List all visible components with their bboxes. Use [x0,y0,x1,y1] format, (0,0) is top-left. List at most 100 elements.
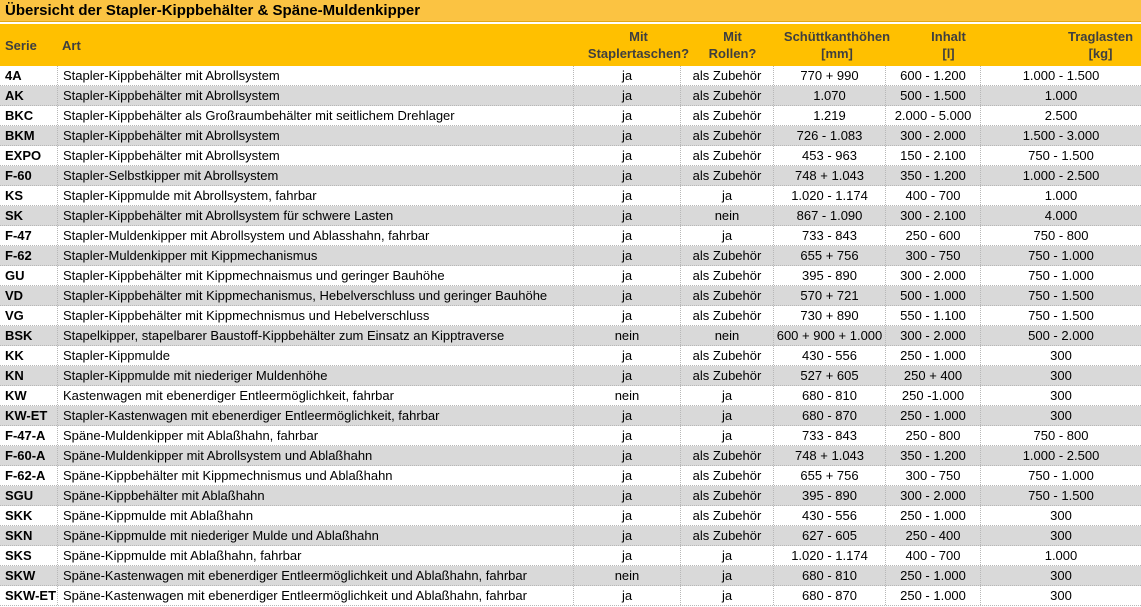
header-line-1: Inhalt [931,29,966,44]
cell-art: Späne-Kippmulde mit Ablaßhahn, fahrbar [57,546,573,565]
column-header-schuettkanthoehen: Schüttkanthöhen [mm] [781,24,893,66]
table-row: VG Stapler-Kippbehälter mit Kippmechnismu… [0,306,1141,326]
cell-staplertaschen: nein [573,386,680,405]
cell-schuettkanthoehen: 395 - 890 [773,266,885,285]
cell-schuettkanthoehen: 680 - 870 [773,406,885,425]
cell-staplertaschen: ja [573,526,680,545]
cell-serie: KK [5,348,24,363]
cell-schuettkanthoehen: 748 + 1.043 [773,446,885,465]
cell-rollen: ja [680,586,773,605]
cell-rollen: als Zubehör [680,66,773,85]
cell-schuettkanthoehen: 527 + 605 [773,366,885,385]
cell-rollen: als Zubehör [680,246,773,265]
cell-schuettkanthoehen: 770 + 990 [773,66,885,85]
cell-schuettkanthoehen: 395 - 890 [773,486,885,505]
cell-rollen: als Zubehör [680,346,773,365]
table-row: GU Stapler-Kippbehälter mit Kippmechnaism… [0,266,1141,286]
cell-serie: F-62-A [5,468,46,483]
cell-traglasten: 750 - 1.500 [980,286,1141,305]
cell-serie: F-60 [5,168,32,183]
cell-schuettkanthoehen: 655 + 756 [773,246,885,265]
cell-inhalt: 350 - 1.200 [885,446,980,465]
cell-traglasten: 300 [980,406,1141,425]
table-row: BSK Stapelkipper, stapelbarer Baustoff-Ki… [0,326,1141,346]
cell-serie: F-47 [5,228,32,243]
cell-schuettkanthoehen: 430 - 556 [773,506,885,525]
table-row: KS Stapler-Kippmulde mit Abrollsystem, fa… [0,186,1141,206]
table-row: KW-ET Stapler-Kastenwagen mit ebenerdiger… [0,406,1141,426]
table-row: 4A Stapler-Kippbehälter mit Abrollsystem j… [0,66,1141,86]
cell-schuettkanthoehen: 680 - 810 [773,566,885,585]
cell-serie: BKM [5,128,35,143]
cell-traglasten: 1.000 [980,546,1141,565]
table-row: SKN Späne-Kippmulde mit niederiger Mulde … [0,526,1141,546]
cell-serie: BSK [5,328,33,343]
cell-art: Späne-Kippmulde mit niederiger Mulde und… [57,526,573,545]
cell-rollen: nein [680,206,773,225]
cell-traglasten: 300 [980,386,1141,405]
cell-inhalt: 600 - 1.200 [885,66,980,85]
cell-staplertaschen: ja [573,146,680,165]
cell-traglasten: 750 - 800 [980,226,1141,245]
cell-art: Stapler-Kippbehälter mit Abrollsystem [57,126,573,145]
cell-inhalt: 250 - 1.000 [885,586,980,605]
header-line-1: Mit [723,29,742,44]
cell-traglasten: 1.000 - 2.500 [980,166,1141,185]
cell-traglasten: 300 [980,526,1141,545]
cell-staplertaschen: ja [573,266,680,285]
table-row: EXPO Stapler-Kippbehälter mit Abrollsyste… [0,146,1141,166]
cell-rollen: als Zubehör [680,86,773,105]
cell-staplertaschen: ja [573,506,680,525]
cell-staplertaschen: ja [573,66,680,85]
table-row: BKC Stapler-Kippbehälter als Großraumbehä… [0,106,1141,126]
cell-rollen: ja [680,406,773,425]
cell-rollen: als Zubehör [680,366,773,385]
cell-traglasten: 300 [980,366,1141,385]
cell-serie: F-60-A [5,448,46,463]
cell-rollen: als Zubehör [680,166,773,185]
cell-inhalt: 250 - 1.000 [885,566,980,585]
cell-traglasten: 300 [980,506,1141,525]
cell-schuettkanthoehen: 655 + 756 [773,466,885,485]
cell-art: Stapler-Kippbehälter mit Kippmechnismus … [57,306,573,325]
cell-schuettkanthoehen: 570 + 721 [773,286,885,305]
cell-staplertaschen: ja [573,286,680,305]
cell-art: Späne-Kastenwagen mit ebenerdiger Entlee… [57,586,573,605]
cell-art: Stapler-Kippbehälter mit Abrollsystem fü… [57,206,573,225]
cell-serie: 4A [5,68,22,83]
cell-art: Stapler-Kippbehälter mit Abrollsystem [57,86,573,105]
cell-staplertaschen: ja [573,246,680,265]
cell-staplertaschen: ja [573,126,680,145]
cell-serie: F-47-A [5,428,46,443]
cell-schuettkanthoehen: 726 - 1.083 [773,126,885,145]
cell-inhalt: 250 - 1.000 [885,406,980,425]
column-header-inhalt: Inhalt [l] [901,24,996,66]
cell-traglasten: 300 [980,586,1141,605]
cell-rollen: ja [680,226,773,245]
cell-staplertaschen: ja [573,466,680,485]
cell-art: Stapler-Kippbehälter mit Abrollsystem [57,66,573,85]
cell-staplertaschen: ja [573,226,680,245]
cell-schuettkanthoehen: 627 - 605 [773,526,885,545]
cell-rollen: als Zubehör [680,286,773,305]
cell-rollen: ja [680,426,773,445]
table-row: F-60 Stapler-Selbstkipper mit Abrollsyste… [0,166,1141,186]
cell-traglasten: 750 - 1.000 [980,246,1141,265]
cell-inhalt: 250 -1.000 [885,386,980,405]
cell-inhalt: 500 - 1.000 [885,286,980,305]
cell-serie: VG [5,308,24,323]
table-row: AK Stapler-Kippbehälter mit Abrollsystem j… [0,86,1141,106]
cell-staplertaschen: ja [573,366,680,385]
cell-schuettkanthoehen: 680 - 870 [773,586,885,605]
cell-art: Stapler-Kippbehälter als Großraumbehälte… [57,106,573,125]
header-line-1: Schüttkanthöhen [783,29,891,44]
cell-art: Stapler-Muldenkipper mit Abrollsystem un… [57,226,573,245]
table-row: F-60-A Späne-Muldenkipper mit Abrollsyste… [0,446,1141,466]
cell-schuettkanthoehen: 1.219 [773,106,885,125]
cell-serie: KS [5,188,24,203]
cell-serie: F-62 [5,248,32,263]
table-row: SKK Späne-Kippmulde mit Ablaßhahn ja als Zu… [0,506,1141,526]
cell-art: Späne-Muldenkipper mit Abrollsystem und … [57,446,573,465]
cell-serie: BKC [5,108,34,123]
